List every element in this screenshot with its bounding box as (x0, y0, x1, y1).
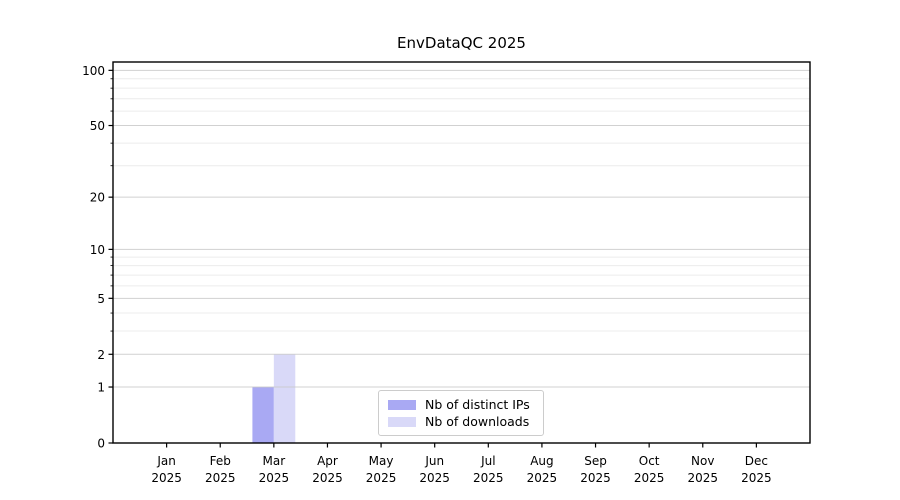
x-tick-label-month: Mar (263, 454, 286, 468)
y-tick-label: 50 (90, 119, 105, 133)
x-tick-label-year: 2025 (634, 471, 665, 485)
x-tick-label-month: Jul (480, 454, 495, 468)
y-tick-label: 10 (90, 243, 105, 257)
x-tick-label-month: Oct (639, 454, 660, 468)
y-tick-label: 0 (97, 437, 105, 451)
x-tick-label-year: 2025 (687, 471, 718, 485)
x-tick-label-year: 2025 (205, 471, 236, 485)
x-tick-label-year: 2025 (151, 471, 182, 485)
x-tick-label-month: Jan (156, 454, 176, 468)
legend: Nb of distinct IPs Nb of downloads (378, 390, 544, 436)
x-tick-label-year: 2025 (527, 471, 558, 485)
legend-swatch-downloads (388, 416, 416, 427)
x-tick-label-year: 2025 (741, 471, 772, 485)
chart-title: EnvDataQC 2025 (397, 34, 526, 52)
legend-item-distinct-ips: Nb of distinct IPs (388, 397, 534, 412)
plot-frame (112, 61, 811, 444)
x-tick-label-year: 2025 (419, 471, 450, 485)
x-tick-label-month: Sep (584, 454, 607, 468)
legend-item-downloads: Nb of downloads (388, 414, 534, 429)
x-tick-label-month: Nov (691, 454, 714, 468)
y-tick-label: 5 (97, 292, 105, 306)
x-tick-label-month: Dec (745, 454, 768, 468)
bar (252, 387, 274, 443)
x-tick-label-month: Feb (210, 454, 231, 468)
bar (273, 354, 296, 443)
x-tick-label-year: 2025 (312, 471, 343, 485)
legend-swatch-distinct-ips (388, 399, 416, 410)
x-tick-label-month: Jun (424, 454, 444, 468)
y-tick-label: 1 (97, 381, 105, 395)
x-tick-label-year: 2025 (259, 471, 290, 485)
legend-label-distinct-ips: Nb of distinct IPs (425, 397, 530, 412)
x-tick-label-month: Aug (530, 454, 553, 468)
legend-label-downloads: Nb of downloads (425, 414, 530, 429)
x-tick-label-year: 2025 (366, 471, 397, 485)
x-tick-label-year: 2025 (580, 471, 611, 485)
x-tick-label-month: May (369, 454, 394, 468)
x-tick-label-year: 2025 (473, 471, 504, 485)
y-tick-label: 100 (82, 64, 105, 78)
x-tick-label-month: Apr (317, 454, 338, 468)
y-tick-label: 20 (90, 191, 105, 205)
y-tick-label: 2 (97, 348, 105, 362)
